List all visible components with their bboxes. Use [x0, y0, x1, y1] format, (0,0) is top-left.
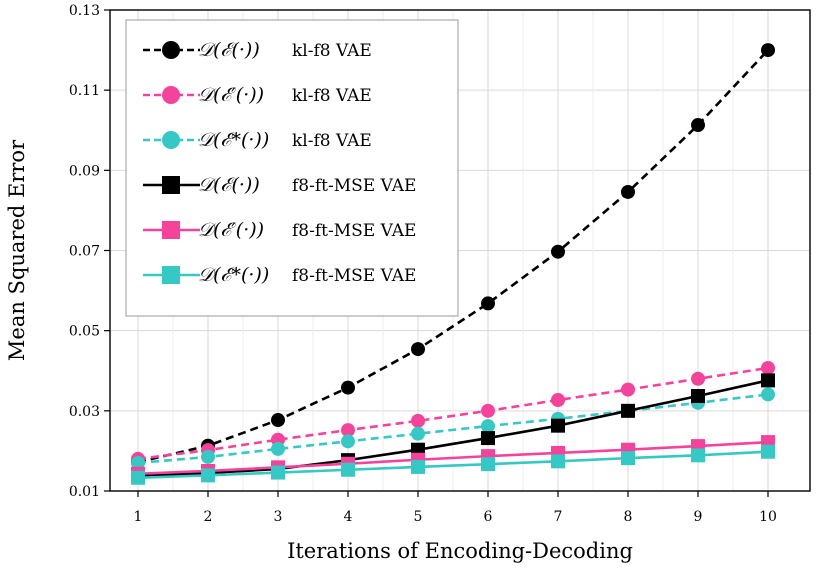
data-point [691, 389, 705, 404]
legend-item-2: 𝒟(ℰ′(·)) kl-f8 VAE [143, 84, 372, 106]
legend-item-6: 𝒟(ℰ*(·)) f8-ft-MSE VAE [143, 264, 416, 286]
legend-marker [162, 131, 180, 149]
data-point [131, 470, 145, 485]
data-point [411, 342, 425, 357]
legend-math-label: 𝒟(ℰ(·)) [198, 39, 260, 61]
legend-math-label: 𝒟(ℰ*(·)) [198, 129, 269, 151]
legend-item-4: 𝒟(ℰ(·)) f8-ft-MSE VAE [143, 174, 416, 196]
legend-item-3: 𝒟(ℰ*(·)) kl-f8 VAE [143, 129, 372, 151]
legend-item-1: 𝒟(ℰ(·)) kl-f8 VAE [143, 39, 372, 61]
x-tick-label: 4 [344, 509, 353, 525]
data-point [761, 373, 775, 388]
x-axis-title: Iterations of Encoding-Decoding [287, 539, 633, 563]
legend-math-label: 𝒟(ℰ′(·)) [198, 84, 264, 106]
legend-math-label: 𝒟(ℰ′(·)) [198, 219, 264, 241]
legend-text-label: f8-ft-MSE VAE [292, 221, 416, 241]
series-line [137, 450, 769, 480]
data-point [341, 380, 355, 395]
data-point [341, 462, 355, 477]
x-tick-label: 9 [694, 509, 703, 525]
series-line [137, 393, 769, 465]
legend-marker [162, 266, 180, 284]
legend-item-5: 𝒟(ℰ′(·)) f8-ft-MSE VAE [143, 219, 416, 241]
data-point [621, 184, 635, 199]
y-tick-label: 0.07 [69, 244, 100, 260]
x-tick-label: 5 [414, 509, 423, 525]
data-point [481, 457, 495, 472]
data-point [341, 423, 355, 438]
data-point [621, 451, 635, 466]
x-tick-label: 6 [484, 509, 493, 525]
legend-text-label: kl-f8 VAE [292, 86, 372, 106]
data-point [621, 403, 635, 418]
y-tick-label: 0.03 [69, 404, 100, 420]
data-point [271, 413, 285, 428]
legend-text-label: f8-ft-MSE VAE [292, 266, 416, 286]
data-point [691, 118, 705, 133]
data-point [131, 455, 145, 470]
legend-math-label: 𝒟(ℰ(·)) [198, 174, 260, 196]
series-line [137, 379, 769, 478]
data-point [481, 419, 495, 434]
data-point [551, 393, 565, 408]
legend-marker [162, 176, 180, 194]
data-point [761, 444, 775, 459]
data-point [621, 382, 635, 397]
y-tick-label: 0.09 [69, 163, 100, 179]
y-tick-label: 0.05 [69, 324, 100, 340]
x-tick-label: 2 [204, 509, 213, 525]
y-tick-label: 0.11 [69, 83, 100, 99]
data-point [691, 448, 705, 463]
legend-text-label: kl-f8 VAE [292, 41, 372, 61]
data-point [551, 454, 565, 469]
legend-text-label: f8-ft-MSE VAE [292, 176, 416, 196]
series-line [137, 440, 769, 476]
data-point [201, 468, 215, 483]
x-tick-label: 3 [274, 509, 283, 525]
data-point [691, 371, 705, 386]
data-point [411, 459, 425, 474]
data-point [271, 441, 285, 456]
data-point [481, 431, 495, 446]
data-point [551, 418, 565, 433]
y-tick-label: 0.13 [69, 3, 100, 19]
data-point [341, 434, 355, 449]
legend-text-label: kl-f8 VAE [292, 131, 372, 151]
data-point [481, 296, 495, 311]
series-line [137, 49, 769, 464]
legend-box [125, 19, 459, 317]
data-point [411, 426, 425, 441]
series-2 [131, 360, 775, 466]
data-point [411, 413, 425, 428]
data-point [201, 449, 215, 464]
legend-marker [162, 86, 180, 104]
data-point [271, 465, 285, 480]
x-tick-label: 10 [759, 509, 777, 525]
y-tick-label: 0.01 [69, 484, 100, 500]
data-point [761, 387, 775, 402]
series-6 [131, 444, 775, 485]
series-line [137, 366, 769, 461]
legend-math-label: 𝒟(ℰ*(·)) [198, 264, 269, 286]
x-tick-label: 1 [134, 509, 143, 525]
data-point [481, 403, 495, 418]
y-axis-title: Mean Squared Error [5, 139, 29, 361]
series-group [131, 43, 775, 485]
legend-marker [162, 41, 180, 59]
data-point [761, 43, 775, 58]
x-tick-label: 7 [554, 509, 563, 525]
x-tick-label: 8 [624, 509, 633, 525]
axis-ticks: 0.01 0.03 0.05 0.07 0.09 0.11 0.13 1 2 3 4 5 6 7 8 9 10 [69, 3, 777, 525]
legend-marker [162, 221, 180, 239]
data-point [761, 360, 775, 375]
data-point [551, 244, 565, 259]
